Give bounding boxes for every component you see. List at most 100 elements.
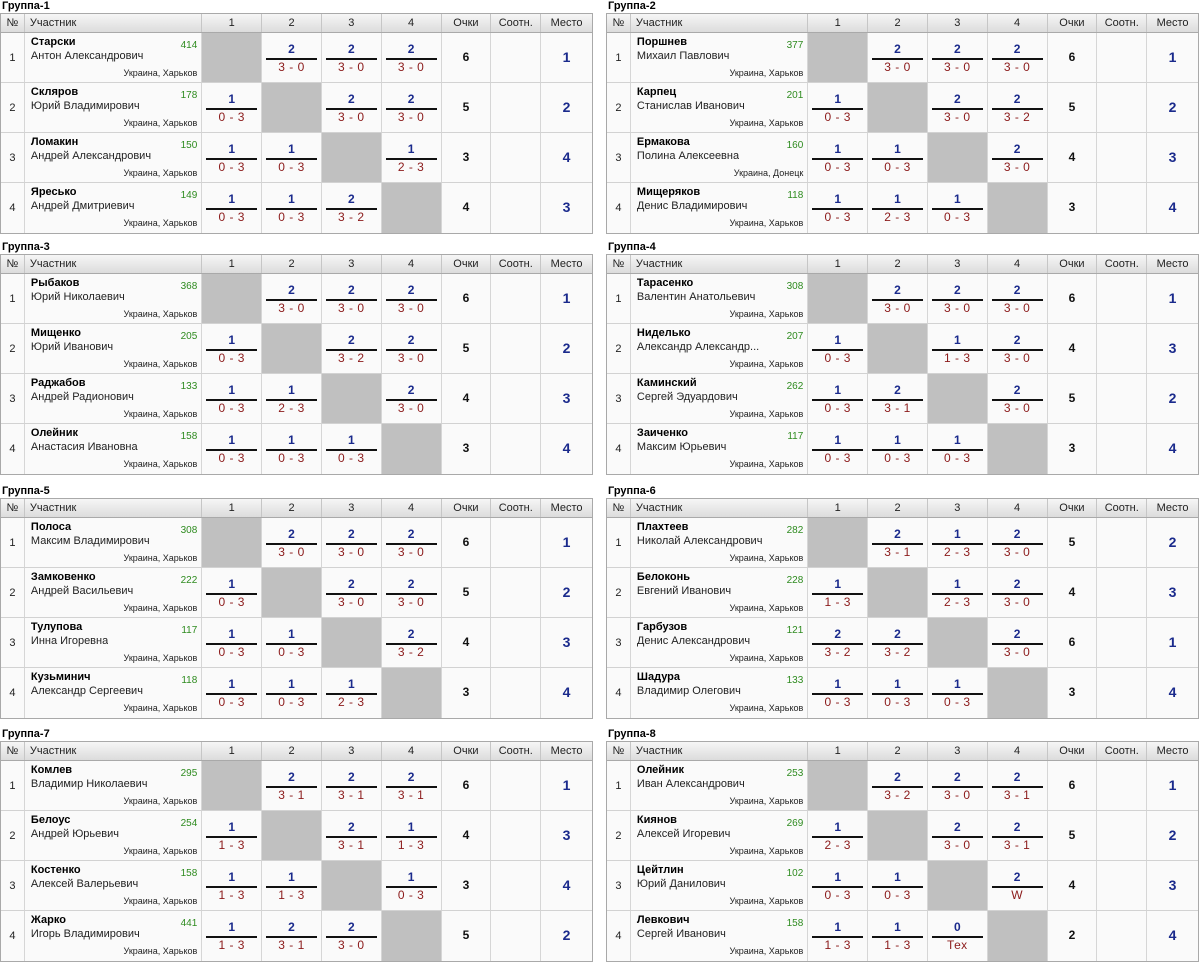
- player-surname[interactable]: Мищеряков: [636, 186, 701, 198]
- result-cell[interactable]: 1 0 - 3: [928, 668, 988, 718]
- result-cell[interactable]: 1 0 - 3: [868, 133, 928, 182]
- result-cell[interactable]: 1 0 - 3: [262, 133, 322, 182]
- header-col3[interactable]: 3: [322, 742, 382, 760]
- table-row[interactable]: 4 Заиченко Максим Юрьевич 117 Украина, Харьк…: [607, 424, 1198, 474]
- table-row[interactable]: 2 Скляров Юрий Владимирович 178 Украина, Хар…: [1, 83, 592, 133]
- result-cell[interactable]: 1 0 - 3: [868, 861, 928, 910]
- header-place[interactable]: Место: [550, 258, 583, 270]
- header-col3[interactable]: 3: [928, 499, 988, 517]
- result-cell[interactable]: 1 1 - 3: [382, 811, 442, 860]
- header-col3[interactable]: 3: [928, 742, 988, 760]
- result-cell[interactable]: 1 0 - 3: [202, 133, 263, 182]
- player-surname[interactable]: Карпец: [636, 86, 677, 98]
- player-surname[interactable]: Полоса: [30, 521, 72, 533]
- header-num[interactable]: №: [1, 742, 25, 760]
- result-cell[interactable]: 1 0 - 3: [382, 861, 442, 910]
- player-surname[interactable]: Рыбаков: [30, 277, 80, 289]
- player-surname[interactable]: Киянов: [636, 814, 677, 826]
- result-cell[interactable]: 2 3 - 0: [928, 33, 988, 82]
- player-surname[interactable]: Мищенко: [30, 327, 81, 339]
- table-row[interactable]: 4 Олейник Анастасия Ивановна 158 Украина, Ха…: [1, 424, 592, 474]
- result-cell[interactable]: 2 3 - 2: [988, 83, 1048, 132]
- participant-cell[interactable]: Поршнев Михаил Павлович 377 Украина, Харько…: [631, 33, 809, 82]
- table-row[interactable]: 1 Олейник Иван Александрович 253 Украина, Ха…: [607, 761, 1198, 811]
- header-col2[interactable]: 2: [262, 742, 322, 760]
- result-cell[interactable]: 2 3 - 0: [988, 33, 1048, 82]
- participant-cell[interactable]: Скляров Юрий Владимирович 178 Украина, Харь…: [25, 83, 203, 132]
- participant-cell[interactable]: Рыбаков Юрий Николаевич 368 Украина, Харько…: [25, 274, 203, 323]
- result-cell[interactable]: 1 0 - 3: [808, 861, 869, 910]
- header-col4[interactable]: 4: [382, 255, 442, 273]
- table-row[interactable]: 4 Жарко Игорь Владимирович 441 Украина, Харь…: [1, 911, 592, 961]
- result-cell[interactable]: 2 3 - 0: [262, 518, 322, 567]
- player-surname[interactable]: Старски: [30, 36, 76, 48]
- header-participant[interactable]: Участник: [631, 499, 809, 517]
- participant-cell[interactable]: Кузьминич Александр Сергеевич 118 Украина, …: [25, 668, 203, 718]
- header-col1[interactable]: 1: [202, 499, 263, 517]
- result-cell[interactable]: 2 3 - 0: [928, 274, 988, 323]
- result-cell[interactable]: 2 3 - 0: [928, 761, 988, 810]
- header-col4[interactable]: 4: [382, 742, 442, 760]
- table-row[interactable]: 1 Комлев Владимир Николаевич 295 Украина, Ха…: [1, 761, 592, 811]
- player-surname[interactable]: Ниделько: [636, 327, 691, 339]
- participant-cell[interactable]: Ломакин Андрей Александрович 150 Украина, Х…: [25, 133, 203, 182]
- player-surname[interactable]: Плахтеев: [636, 521, 689, 533]
- header-col4[interactable]: 4: [988, 14, 1048, 32]
- header-place[interactable]: Место: [1156, 745, 1189, 757]
- header-ratio[interactable]: Соотн.: [1097, 499, 1148, 517]
- table-row[interactable]: 3 Гарбузов Денис Александрович 121 Украина, …: [607, 618, 1198, 668]
- table-row[interactable]: 1 Тарасенко Валентин Анатольевич 308 Украина…: [607, 274, 1198, 324]
- header-col1[interactable]: 1: [202, 742, 263, 760]
- player-surname[interactable]: Замковенко: [30, 571, 96, 583]
- table-row[interactable]: 2 Киянов Алексей Игоревич 269 Украина, Харьк…: [607, 811, 1198, 861]
- result-cell[interactable]: 2 3 - 0: [322, 274, 382, 323]
- result-cell[interactable]: 2 3 - 2: [868, 618, 928, 667]
- result-cell[interactable]: 2 3 - 0: [382, 83, 442, 132]
- header-num[interactable]: №: [1, 14, 25, 32]
- participant-cell[interactable]: Заиченко Максим Юрьевич 117 Украина, Харько…: [631, 424, 809, 474]
- result-cell[interactable]: 1 0 - 3: [808, 374, 869, 423]
- result-cell[interactable]: 2 3 - 0: [988, 374, 1048, 423]
- result-cell[interactable]: 2 3 - 0: [262, 274, 322, 323]
- result-cell[interactable]: 2 3 - 0: [322, 911, 382, 961]
- participant-cell[interactable]: Тулупова Инна Игоревна 117 Украина, Харьков: [25, 618, 203, 667]
- participant-cell[interactable]: Старски Антон Александрович 414 Украина, Ха…: [25, 33, 203, 82]
- header-col3[interactable]: 3: [928, 14, 988, 32]
- table-row[interactable]: 2 Белоконь Евгений Иванович 228 Украина, Хар…: [607, 568, 1198, 618]
- header-ratio[interactable]: Соотн.: [491, 255, 542, 273]
- table-row[interactable]: 3 Цейтлин Юрий Данилович 102 Украина, Харько…: [607, 861, 1198, 911]
- result-cell[interactable]: 2 3 - 2: [868, 761, 928, 810]
- table-row[interactable]: 3 Каминский Сергей Эдуардович 262 Украина, Х…: [607, 374, 1198, 424]
- result-cell[interactable]: 1 0 - 3: [202, 424, 263, 474]
- participant-cell[interactable]: Олейник Иван Александрович 253 Украина, Хар…: [631, 761, 809, 810]
- result-cell[interactable]: 1 0 - 3: [808, 83, 869, 132]
- player-surname[interactable]: Шадура: [636, 671, 681, 683]
- result-cell[interactable]: 2 3 - 1: [262, 761, 322, 810]
- result-cell[interactable]: 2 3 - 0: [868, 274, 928, 323]
- header-place[interactable]: Место: [550, 502, 583, 514]
- result-cell[interactable]: 2 3 - 0: [382, 518, 442, 567]
- result-cell[interactable]: 1 0 - 3: [322, 424, 382, 474]
- result-cell[interactable]: 2 3 - 2: [322, 183, 382, 233]
- header-col4[interactable]: 4: [988, 255, 1048, 273]
- header-col1[interactable]: 1: [202, 255, 263, 273]
- table-row[interactable]: 3 Костенко Алексей Валерьевич 158 Украина, Х…: [1, 861, 592, 911]
- result-cell[interactable]: 1 0 - 3: [868, 668, 928, 718]
- participant-cell[interactable]: Костенко Алексей Валерьевич 158 Украина, Ха…: [25, 861, 203, 910]
- result-cell[interactable]: 1 0 - 3: [202, 374, 263, 423]
- result-cell[interactable]: 1 1 - 3: [202, 811, 263, 860]
- result-cell[interactable]: 1 1 - 3: [262, 861, 322, 910]
- player-surname[interactable]: Ермакова: [636, 136, 690, 148]
- result-cell[interactable]: 1 1 - 3: [868, 911, 928, 961]
- result-cell[interactable]: 2 3 - 2: [808, 618, 869, 667]
- participant-cell[interactable]: Левкович Сергей Иванович 158 Украина, Харьк…: [631, 911, 809, 961]
- result-cell[interactable]: 2 3 - 0: [928, 811, 988, 860]
- result-cell[interactable]: 1 2 - 3: [928, 518, 988, 567]
- player-surname[interactable]: Костенко: [30, 864, 81, 876]
- header-col3[interactable]: 3: [322, 499, 382, 517]
- participant-cell[interactable]: Олейник Анастасия Ивановна 158 Украина, Хар…: [25, 424, 203, 474]
- participant-cell[interactable]: Ермакова Полина Алексеевна 160 Украина, Дон…: [631, 133, 809, 182]
- header-ratio[interactable]: Соотн.: [1097, 742, 1148, 760]
- result-cell[interactable]: 2 3 - 0: [988, 133, 1048, 182]
